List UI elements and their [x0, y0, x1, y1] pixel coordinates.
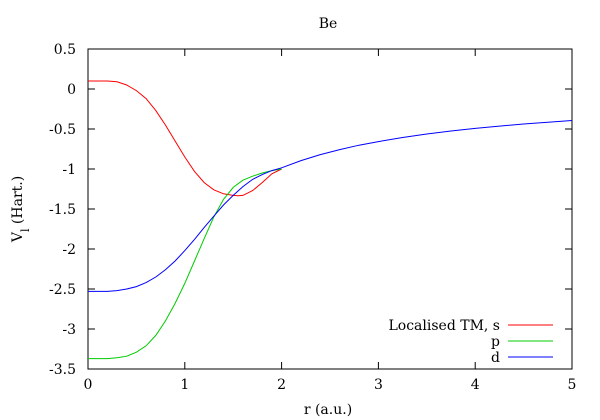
y-tick-label: -1.5 — [49, 202, 76, 218]
x-tick-label: 5 — [568, 377, 577, 393]
x-tick-label: 0 — [84, 377, 93, 393]
y-axis-label-subscript: l — [19, 228, 32, 232]
y-axis-label-main: V — [10, 231, 26, 243]
x-tick-label: 2 — [277, 377, 286, 393]
legend-label: Localised TM, s — [388, 318, 500, 334]
y-tick-label: -1 — [62, 162, 76, 178]
y-tick-label: -2.5 — [49, 282, 76, 298]
series-line-localised-tm-s — [88, 80, 282, 197]
series-line-p — [88, 168, 282, 360]
y-tick-label: -3 — [62, 322, 76, 338]
y-tick-label: 0.5 — [54, 42, 76, 58]
y-tick-label: 0 — [67, 82, 76, 98]
chart-title: Be — [319, 16, 338, 32]
y-tick-label: -2 — [62, 242, 76, 258]
y-axis-label-suffix: (Hart.) — [10, 176, 26, 229]
legend: Localised TM, spd — [388, 318, 553, 366]
series-lines — [88, 80, 573, 360]
y-tick-label: -3.5 — [49, 362, 76, 378]
x-tick-label: 4 — [471, 377, 480, 393]
x-tick-label: 3 — [374, 377, 383, 393]
x-axis-label: r (a.u.) — [304, 402, 352, 418]
legend-label: p — [491, 334, 500, 350]
series-line-d — [88, 120, 573, 292]
y-tick-label: -0.5 — [49, 122, 76, 138]
ticks: 0 1 2 3 4 5 0.5 0 -0.5 -1 -1.5 -2 -2.5 -3 -3.5 — [49, 42, 576, 393]
x-tick-label: 1 — [180, 377, 189, 393]
legend-label: d — [491, 350, 500, 366]
y-axis-label: Vl (Hart.) — [10, 176, 32, 243]
